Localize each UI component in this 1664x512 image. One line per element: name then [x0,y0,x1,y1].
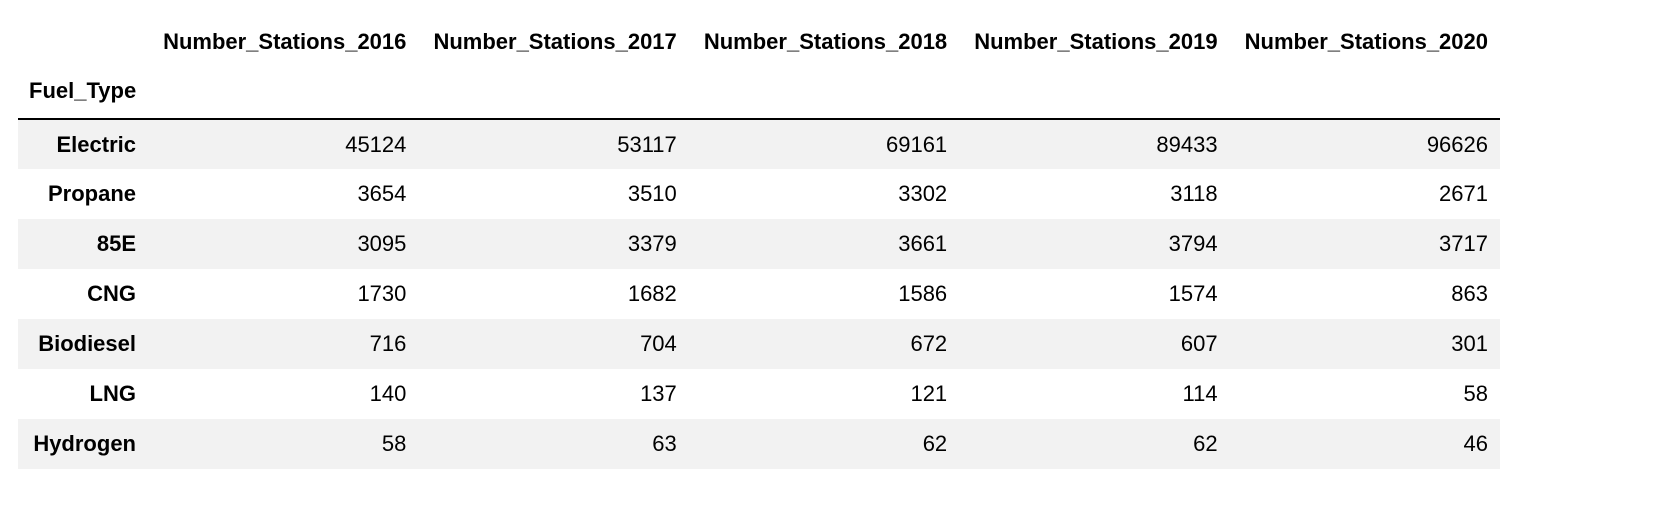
column-header: Number_Stations_2020 [1244,29,1488,54]
table-cell: 3661 [898,231,948,256]
table-cell: 63 [652,431,677,456]
column-header: Number_Stations_2018 [703,29,948,54]
table-cell: 672 [910,331,948,356]
table-cell: 3095 [357,231,407,256]
table-cell: 62 [922,431,948,456]
table-cell: 62 [1193,431,1218,456]
table-cell: 863 [1451,281,1488,306]
table-cell: 69161 [885,131,948,157]
table-cell: 3302 [898,181,948,206]
table-cell: 1586 [898,281,948,306]
row-label: LNG [89,381,136,406]
table-row: Biodiesel 716 704 672 607 301 [18,319,1500,369]
table-cell: 3118 [1170,181,1218,206]
table-cell: 3510 [627,181,677,206]
column-header-row: Number_Stations_2016 Number_Stations_201… [18,20,1500,64]
table-cell: 53117 [617,131,677,157]
table-cell: 58 [381,431,407,456]
table-cell: 704 [640,331,677,356]
table-cell: 3717 [1439,231,1488,256]
index-name: Fuel_Type [29,78,137,103]
table-cell: 1574 [1168,281,1218,306]
table-row: Propane 3654 3510 3302 3118 2671 [18,169,1500,219]
table-cell: 2671 [1439,181,1488,206]
index-name-row: Fuel_Type [18,64,1500,119]
table-row: CNG 1730 1682 1586 1574 863 [18,269,1500,319]
dataframe-output: Number_Stations_2016 Number_Stations_201… [18,20,1500,469]
column-header: Number_Stations_2016 [163,29,407,54]
table-cell: 114 [1182,381,1218,406]
table-cell: 121 [910,381,948,406]
table-row: Electric 45124 53117 69161 89433 96626 [18,119,1500,169]
table-cell: 3794 [1168,231,1218,256]
row-label: Biodiesel [38,331,136,356]
table-cell: 1682 [627,281,677,306]
table-cell: 716 [369,331,407,356]
table-cell: 46 [1463,431,1488,456]
table-cell: 45124 [345,131,407,157]
table-row: Hydrogen 58 63 62 62 46 [18,419,1500,469]
table-cell: 1730 [357,281,407,306]
table-cell: 3654 [357,181,407,206]
table-row: LNG 140 137 121 114 58 [18,369,1500,419]
table-cell: 140 [369,381,407,406]
column-header: Number_Stations_2019 [974,29,1218,54]
row-label: Hydrogen [33,431,136,456]
dataframe-table: Number_Stations_2016 Number_Stations_201… [18,20,1500,469]
table-cell: 96626 [1426,131,1488,157]
table-cell: 137 [640,381,677,406]
table-cell: 301 [1451,331,1488,356]
row-label: CNG [87,281,136,306]
column-header: Number_Stations_2017 [433,29,677,54]
table-cell: 89433 [1156,131,1218,157]
row-label: Propane [47,181,136,206]
row-label: 85E [96,231,136,256]
table-cell: 607 [1180,331,1218,356]
table-cell: 58 [1463,381,1488,406]
row-label: Electric [56,131,137,157]
corner-cell [18,20,148,64]
table-row: 85E 3095 3379 3661 3794 3717 [18,219,1500,269]
table-cell: 3379 [627,231,677,256]
